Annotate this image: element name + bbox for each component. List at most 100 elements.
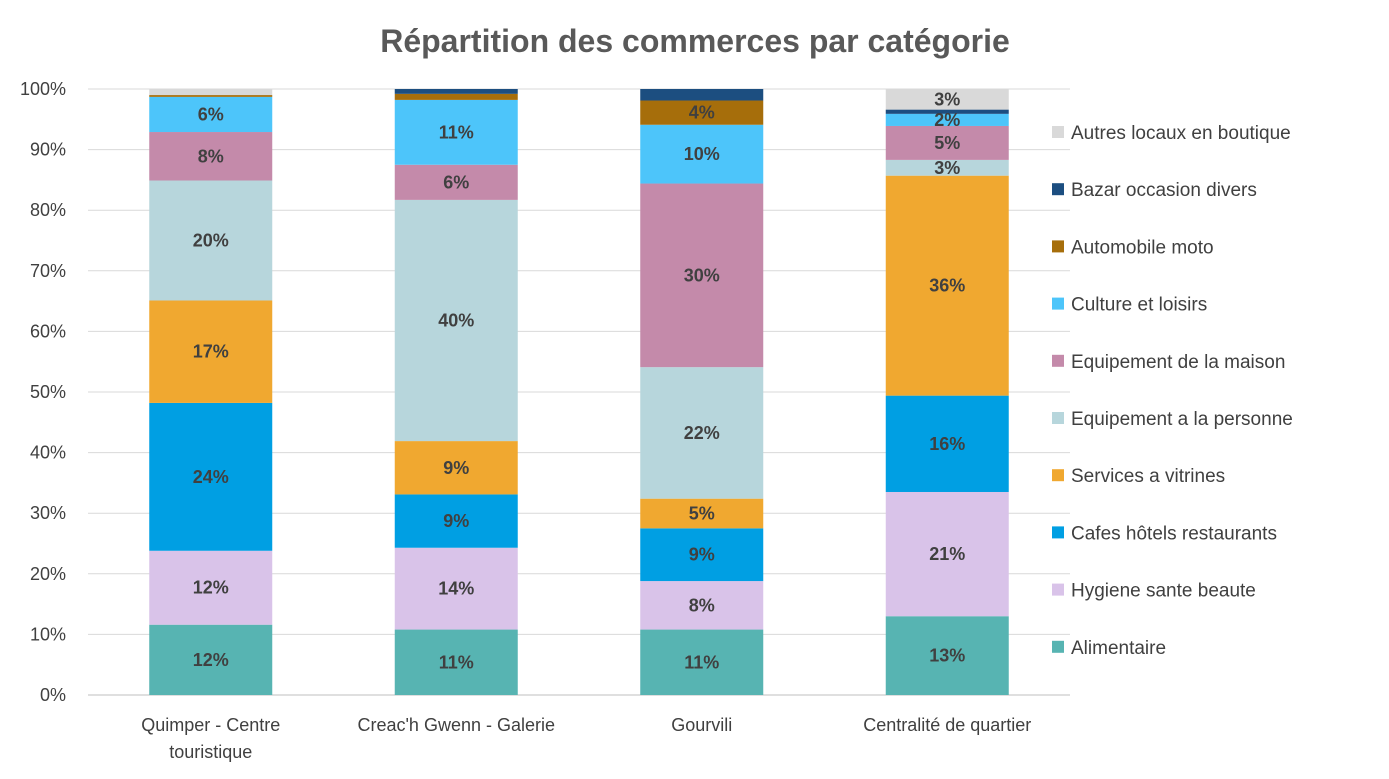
legend-label: Automobile moto — [1071, 237, 1214, 258]
data-label: 11% — [439, 122, 474, 142]
data-label: 5% — [689, 504, 715, 524]
y-tick-label: 40% — [30, 443, 66, 463]
legend-label: Services a vitrines — [1071, 466, 1225, 487]
data-labels: 12% 12% 24% 17% 20% 8% 6% 11% 14% 9% 9% 40% 6% 11% 11%… — [193, 89, 966, 672]
data-label: 2% — [934, 110, 960, 130]
y-axis: 0% 10% 20% 30% 40% 50% 60% 70% 80% 90% 100% — [20, 79, 66, 705]
bar-segment — [149, 180, 273, 301]
bar-segment — [149, 95, 273, 97]
legend-swatch — [1052, 183, 1064, 196]
data-label: 11% — [684, 652, 719, 672]
x-tick-label: Centralité de quartier — [863, 715, 1031, 735]
bar-segment — [394, 547, 518, 630]
bar-segment — [885, 109, 1009, 114]
legend-label: Equipement de la maison — [1071, 352, 1285, 373]
bar-segment — [640, 528, 764, 582]
bar-segment — [394, 494, 518, 548]
legend-swatch — [1052, 240, 1064, 253]
bar-segment — [394, 199, 518, 442]
bar-segment — [885, 491, 1009, 617]
bar-segment — [149, 132, 273, 181]
data-label: 24% — [193, 467, 229, 487]
bar-segment — [149, 402, 273, 551]
legend-swatch — [1052, 526, 1064, 539]
data-label: 20% — [193, 231, 229, 251]
y-tick-label: 60% — [30, 321, 66, 341]
bar-segment — [640, 100, 764, 125]
bar-segment — [885, 125, 1009, 160]
bar-segment — [640, 367, 764, 499]
y-tick-label: 20% — [30, 564, 66, 584]
data-label: 3% — [934, 89, 960, 109]
legend-label: Alimentaire — [1071, 638, 1166, 659]
data-label: 17% — [193, 342, 229, 362]
y-tick-label: 50% — [30, 382, 66, 402]
y-tick-label: 10% — [30, 624, 66, 644]
legend-swatch — [1052, 469, 1064, 482]
bars — [149, 89, 1009, 695]
y-tick-label: 30% — [30, 503, 66, 523]
bar-segment — [885, 159, 1009, 176]
data-label: 5% — [934, 133, 960, 153]
bar-segment — [885, 175, 1009, 396]
bar-segment — [640, 581, 764, 630]
data-label: 16% — [929, 434, 965, 454]
data-label: 9% — [689, 545, 715, 565]
y-tick-label: 90% — [30, 140, 66, 160]
bar-segment — [640, 183, 764, 368]
bar-segment — [149, 550, 273, 625]
legend-label: Hygiene sante beaute — [1071, 581, 1256, 602]
bar-segment — [394, 164, 518, 200]
legend-swatch — [1052, 126, 1064, 138]
legend-label: Culture et loisirs — [1071, 295, 1207, 316]
bar-segment — [394, 93, 518, 100]
legend-label: Autres locaux en boutique — [1071, 123, 1291, 144]
legend: Autres locaux en boutique Bazar occasion … — [1052, 123, 1293, 659]
bar-segment — [640, 124, 764, 184]
bar-segment — [885, 616, 1009, 695]
legend-swatch — [1052, 354, 1064, 367]
bar-segment — [394, 89, 518, 94]
legend-label: Bazar occasion divers — [1071, 180, 1257, 201]
bar-segment — [149, 300, 273, 403]
x-tick-label: Quimper - Centre touristique — [141, 715, 280, 762]
data-label: 6% — [443, 172, 469, 192]
bar-segment — [885, 395, 1009, 492]
data-label: 14% — [438, 579, 474, 599]
legend-swatch — [1052, 640, 1064, 653]
data-label: 12% — [193, 650, 229, 670]
data-label: 10% — [684, 144, 720, 164]
y-tick-label: 80% — [30, 200, 66, 220]
legend-swatch — [1052, 583, 1064, 596]
legend-swatch — [1052, 297, 1064, 310]
data-label: 12% — [193, 578, 229, 598]
data-label: 8% — [689, 595, 715, 615]
bar-segment — [149, 96, 273, 133]
data-label: 22% — [684, 423, 720, 443]
data-label: 9% — [443, 458, 469, 478]
x-tick-label: Gourvili — [671, 715, 732, 735]
data-label: 30% — [684, 265, 720, 285]
bar-segment — [149, 624, 273, 695]
data-label: 6% — [198, 104, 224, 124]
data-label: 21% — [929, 544, 965, 564]
bar-segment — [885, 89, 1009, 110]
bar-segment — [394, 441, 518, 495]
data-label: 36% — [929, 276, 965, 296]
data-label: 9% — [443, 511, 469, 531]
legend-label: Equipement a la personne — [1071, 409, 1293, 430]
bar-segment — [394, 629, 518, 695]
bar-segment — [640, 629, 764, 695]
bar-segment — [885, 113, 1009, 126]
bar-segment — [640, 89, 764, 101]
legend-label: Cafes hôtels restaurants — [1071, 523, 1277, 544]
x-axis: Quimper - Centre touristique Creac'h Gwenn… — [141, 715, 1031, 762]
legend-swatch — [1052, 412, 1064, 424]
y-tick-label: 70% — [30, 261, 66, 281]
bar-segment — [149, 89, 273, 96]
x-tick-label: Creac'h Gwenn - Galerie — [357, 715, 555, 735]
data-label: 4% — [689, 103, 715, 123]
bar-segment — [394, 99, 518, 165]
data-label: 3% — [934, 158, 960, 178]
